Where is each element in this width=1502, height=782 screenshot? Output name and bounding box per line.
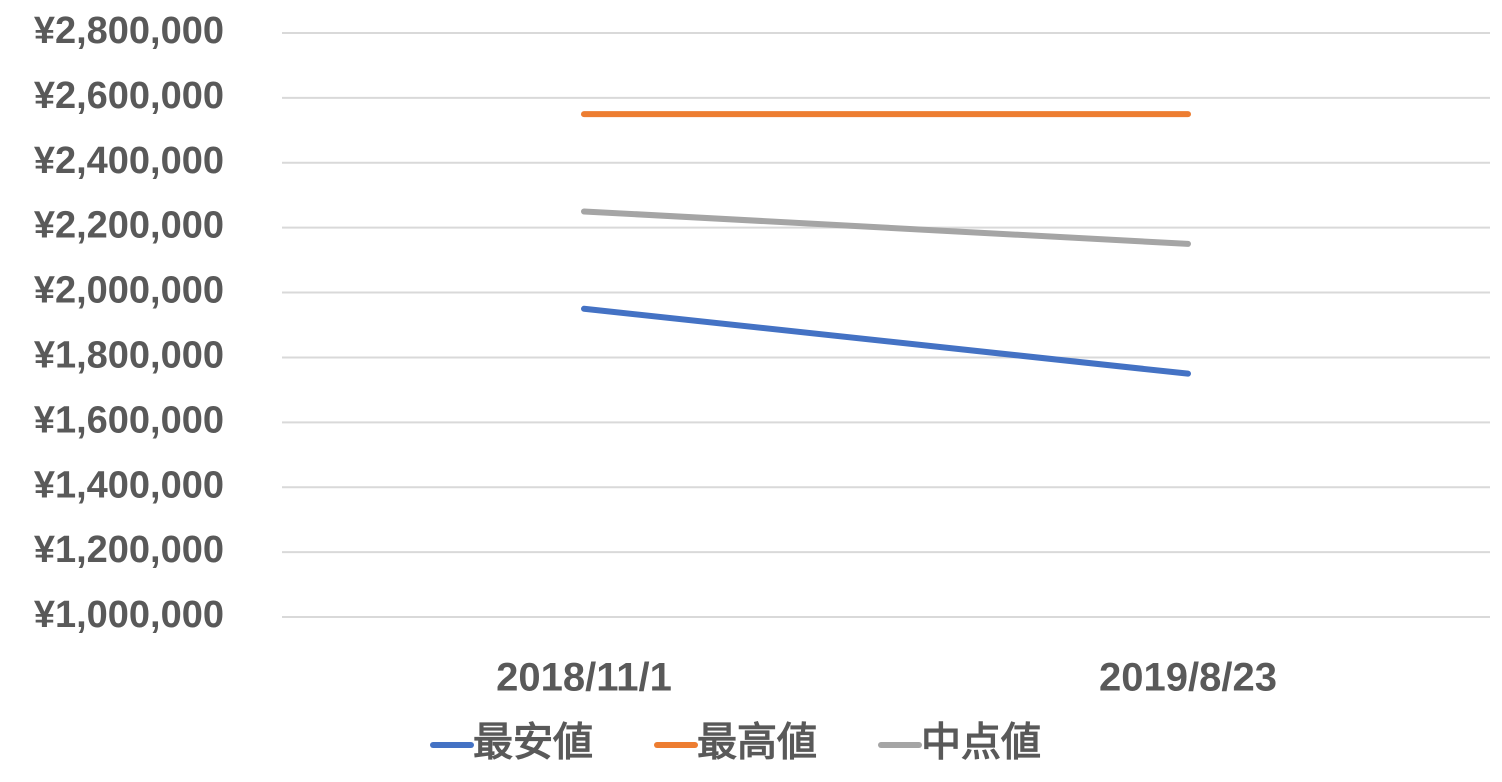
y-tick-label: ¥2,800,000	[34, 10, 224, 52]
y-tick-label: ¥1,800,000	[34, 334, 224, 376]
y-tick-label: ¥2,000,000	[34, 270, 224, 312]
y-tick-label: ¥1,000,000	[34, 594, 224, 636]
y-tick-label: ¥2,600,000	[34, 75, 224, 117]
x-tick-label: 2019/8/23	[1099, 656, 1277, 700]
y-tick-label: ¥1,600,000	[34, 399, 224, 441]
series-line	[581, 305, 1191, 377]
legend-label: 最安値	[473, 721, 593, 765]
legend-label: 最高値	[697, 721, 817, 765]
y-tick-label: ¥2,200,000	[34, 205, 224, 247]
x-tick-label: 2018/11/1	[496, 656, 672, 700]
y-tick-label: ¥2,400,000	[34, 140, 224, 182]
legend-label: 中点値	[921, 721, 1041, 765]
series-line	[581, 208, 1191, 247]
y-tick-label: ¥1,400,000	[34, 464, 224, 506]
y-tick-label: ¥1,200,000	[34, 529, 224, 571]
